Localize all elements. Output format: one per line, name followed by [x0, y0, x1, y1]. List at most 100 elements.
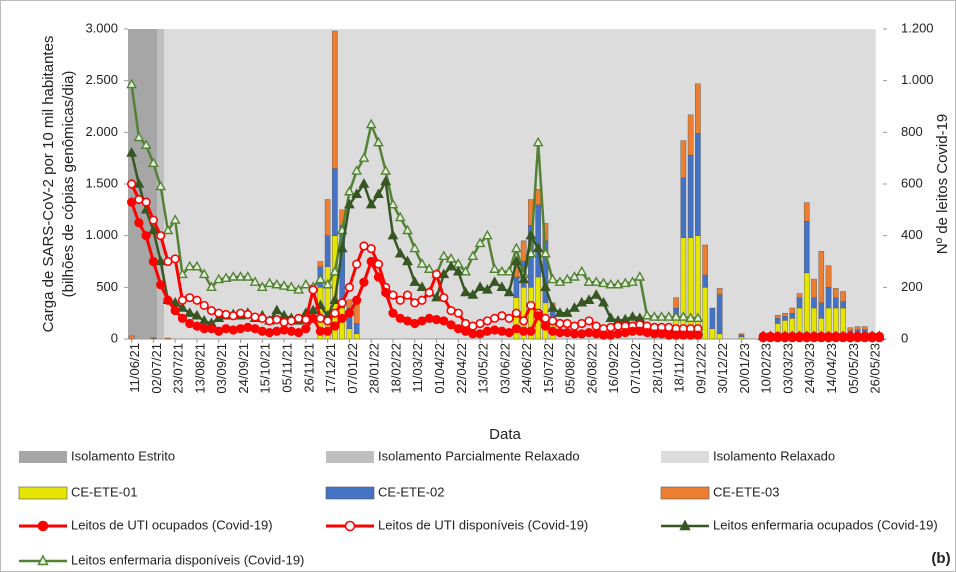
marker [510, 242, 522, 253]
marker [446, 305, 456, 316]
x-tick-label: 30/12/22 [715, 343, 730, 394]
marker [140, 139, 152, 149]
marker [620, 327, 630, 338]
marker [177, 313, 188, 323]
marker [169, 296, 181, 307]
bar [687, 114, 694, 156]
marker [685, 312, 697, 323]
legend-label: CE-ETE-02 [378, 484, 444, 499]
marker [380, 175, 392, 186]
marker [489, 263, 501, 273]
marker [460, 318, 471, 329]
marker [249, 276, 261, 286]
marker [540, 247, 551, 258]
bar [847, 327, 854, 331]
marker [583, 276, 595, 286]
marker [359, 241, 369, 251]
marker [402, 255, 413, 266]
marker [591, 329, 601, 339]
marker [431, 291, 442, 302]
legend-label: Leitos de UTI disponíveis (Covid-19) [378, 517, 588, 532]
marker [526, 326, 536, 336]
marker [547, 302, 559, 312]
marker [271, 278, 283, 289]
marker [634, 271, 646, 281]
marker [525, 229, 537, 240]
marker [619, 277, 631, 288]
marker [583, 294, 595, 304]
bar [535, 276, 541, 340]
marker [605, 312, 617, 323]
y-tick-label: 3.000 [85, 20, 118, 35]
marker [314, 273, 326, 284]
marker [670, 311, 682, 321]
legend-label: CE-ETE-01 [71, 484, 137, 499]
marker [285, 281, 297, 292]
marker [213, 273, 225, 284]
marker [591, 321, 601, 331]
marker [656, 329, 667, 339]
marker [329, 294, 341, 304]
marker [279, 325, 289, 335]
x-tick-label: 23/07/21 [171, 343, 186, 394]
marker [271, 304, 283, 315]
marker [365, 198, 377, 209]
marker [156, 280, 166, 290]
marker [293, 283, 304, 294]
marker [431, 269, 442, 280]
x-tick-label: 07/01/22 [345, 343, 360, 394]
y-tick-label: 400 [901, 227, 923, 242]
marker [177, 295, 188, 305]
marker [126, 78, 138, 89]
marker [126, 147, 138, 157]
marker [148, 157, 159, 168]
marker [475, 329, 485, 339]
marker [460, 286, 471, 297]
marker [330, 321, 340, 331]
marker [613, 329, 623, 339]
legend-swatch [326, 451, 374, 463]
marker [656, 311, 667, 321]
marker [540, 281, 551, 292]
marker [214, 326, 224, 336]
marker [576, 296, 588, 307]
marker [605, 278, 617, 289]
x-tick-label: 17/12/21 [323, 343, 338, 394]
bar [818, 250, 825, 304]
marker [452, 265, 464, 276]
marker [294, 313, 304, 323]
marker [163, 256, 173, 267]
marker [358, 152, 370, 162]
bar [833, 288, 839, 298]
marker [490, 325, 500, 335]
marker [322, 278, 334, 289]
marker [439, 293, 449, 303]
marker [526, 300, 536, 311]
marker [692, 312, 704, 323]
marker [352, 259, 362, 269]
legend-marker [37, 520, 49, 532]
marker [155, 255, 167, 266]
bar [317, 261, 324, 267]
marker [191, 309, 203, 320]
legend-marker [344, 520, 356, 532]
legend-swatch [325, 486, 375, 500]
bar [862, 326, 868, 330]
marker [416, 281, 428, 292]
x-tick-label: 26/11/21 [301, 343, 316, 393]
marker [359, 277, 369, 287]
marker [417, 316, 427, 326]
bar [774, 315, 781, 319]
marker [518, 273, 530, 284]
legend-marker [37, 554, 49, 566]
bar [324, 199, 331, 236]
bar [825, 287, 832, 309]
marker [489, 276, 501, 286]
marker [184, 260, 196, 271]
marker [453, 324, 463, 334]
marker [577, 318, 587, 329]
marker [373, 136, 384, 147]
marker [366, 256, 376, 267]
marker [410, 318, 420, 329]
marker [424, 313, 434, 323]
